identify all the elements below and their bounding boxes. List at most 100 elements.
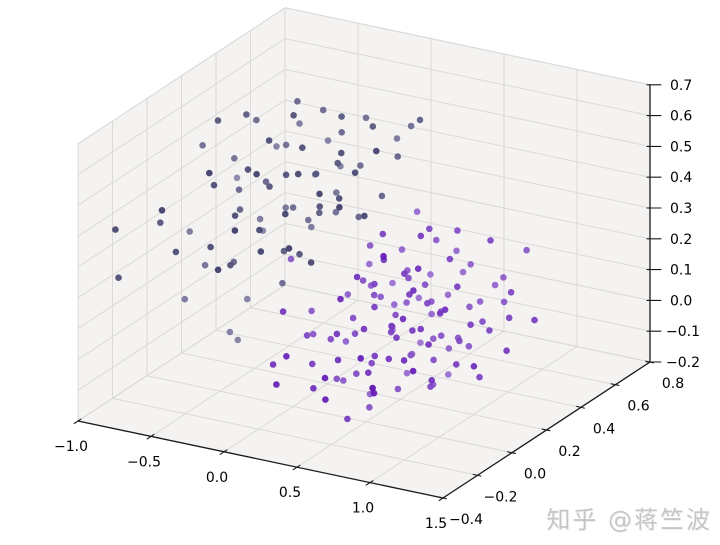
x-axis-line [77, 420, 444, 499]
scatter-point-cluster-purple [321, 374, 329, 382]
scatter-point-cluster-purple [454, 227, 461, 234]
y-tick-mark [438, 496, 447, 500]
scatter-point-cluster-purple [410, 287, 417, 294]
x-tick-label: −0.5 [127, 454, 161, 470]
scatter-point-cluster-dark-navy [369, 123, 377, 130]
scatter-point-cluster-purple [405, 274, 412, 282]
scatter-point-cluster-purple [353, 370, 360, 378]
scatter-point-cluster-dark-navy [316, 190, 323, 198]
scatter-point-cluster-purple [310, 385, 317, 392]
watermark-text: 知乎 @蒋竺波 [546, 506, 712, 534]
scatter-point-cluster-purple [403, 369, 411, 377]
scatter-point-cluster-purple [371, 303, 378, 311]
scatter-point-cluster-purple [409, 327, 416, 334]
scatter-point-cluster-dark-navy [324, 137, 332, 144]
scatter-point-cluster-dark-navy [231, 212, 239, 219]
y-tick-mark [472, 473, 482, 477]
scatter-point-cluster-purple [322, 396, 329, 403]
scatter-point-cluster-purple [403, 299, 410, 306]
scatter-point-cluster-purple [453, 247, 460, 255]
grid-line-z [77, 99, 286, 237]
scatter-point-cluster-dark-navy [362, 114, 370, 122]
y-tick-label: 0.6 [627, 399, 649, 415]
scatter-point-cluster-purple [406, 291, 413, 298]
scatter-point-cluster-purple [400, 357, 408, 364]
scatter-point-cluster-dark-navy [199, 142, 206, 149]
scatter-point-cluster-dark-navy [305, 216, 312, 224]
scatter-point-cluster-dark-navy [282, 171, 290, 179]
scatter-point-cluster-dark-navy [112, 226, 119, 233]
scatter-point-cluster-dark-navy [214, 117, 222, 124]
scatter-point-cluster-dark-navy [296, 120, 303, 127]
scatter-point-cluster-dark-navy [207, 243, 214, 251]
x-tick-label: 0.5 [279, 485, 301, 501]
y-tick-label: 0.2 [558, 444, 580, 460]
z-tick-label: −0.1 [666, 324, 700, 340]
scatter-point-cluster-purple [428, 310, 435, 318]
scatter-point-cluster-purple [398, 246, 406, 253]
scatter-point-cluster-purple [370, 389, 378, 397]
scatter-point-cluster-dark-navy [296, 250, 303, 258]
scatter-point-cluster-dark-navy [243, 111, 250, 118]
scatter-point-cluster-dark-navy [157, 219, 164, 226]
scatter-point-cluster-purple [388, 322, 395, 330]
scatter-point-cluster-dark-navy [262, 178, 270, 185]
scatter-point-cluster-purple [491, 281, 499, 289]
z-tick-label: 0.0 [670, 293, 692, 309]
scatter-point-cluster-purple [349, 314, 357, 322]
grid-line-z [284, 161, 651, 240]
scatter-point-cluster-purple [387, 328, 395, 336]
scatter-point-cluster-dark-navy [282, 141, 290, 149]
scatter-point-cluster-purple [467, 261, 475, 268]
scatter-point-cluster-purple [366, 404, 373, 411]
scatter-point-cluster-dark-navy [235, 186, 243, 193]
scatter-point-cluster-purple [393, 334, 400, 342]
scatter-point-cluster-purple [269, 361, 277, 368]
scatter-point-cluster-purple [427, 271, 434, 278]
scatter-point-cluster-dark-navy [279, 279, 286, 287]
y-tick-label: −0.4 [449, 512, 483, 528]
scatter-point-cluster-purple [342, 338, 350, 345]
scatter-point-cluster-purple [391, 301, 398, 308]
grid-line-y [284, 284, 651, 363]
grid-line-z [284, 130, 651, 209]
scatter-point-cluster-purple [337, 295, 344, 303]
grid-line-y [215, 329, 582, 408]
y-tick-mark [541, 428, 551, 432]
grid-line-z [77, 253, 286, 391]
scatter-point-cluster-dark-navy [282, 210, 289, 218]
scatter-point-cluster-dark-navy [393, 135, 401, 142]
scatter-point-cluster-dark-navy [231, 155, 238, 162]
scatter-point-cluster-purple [430, 335, 437, 343]
x-tick-label: −1.0 [54, 439, 88, 455]
z-tick-label: 0.2 [670, 232, 692, 248]
scatter-point-cluster-dark-navy [280, 247, 288, 255]
scatter-point-cluster-purple [426, 225, 433, 233]
scatter-point-cluster-purple [531, 316, 538, 324]
scatter-point-cluster-purple [333, 375, 341, 383]
x-tick-label: 1.5 [425, 516, 447, 532]
scatter-point-cluster-dark-navy [253, 170, 260, 178]
scatter-point-cluster-purple [334, 356, 342, 364]
scatter-point-cluster-purple [441, 306, 449, 314]
y-tick-label: −0.2 [484, 489, 518, 505]
grid-line-z [284, 253, 651, 332]
scatter-point-cluster-purple [523, 246, 530, 254]
scatter-point-cluster-dark-navy [172, 248, 180, 256]
scatter-point-cluster-purple [465, 343, 473, 350]
scatter-point-cluster-purple [389, 279, 396, 287]
scatter-point-cluster-dark-navy [332, 208, 340, 216]
scatter-point-cluster-purple [414, 265, 422, 273]
scatter-point-cluster-purple [459, 268, 467, 276]
scatter-point-cluster-dark-navy [243, 295, 251, 303]
scatter-point-cluster-dark-navy [373, 147, 380, 155]
scatter-point-cluster-purple [368, 359, 376, 367]
scatter-point-cluster-purple [360, 325, 368, 333]
scatter-point-cluster-purple [453, 361, 460, 368]
grid-line-y [181, 352, 547, 431]
scatter-point-cluster-purple [436, 310, 444, 317]
scatter-point-cluster-purple [466, 303, 473, 311]
scatter-point-cluster-dark-navy [244, 166, 252, 173]
scatter-point-cluster-dark-navy [407, 122, 415, 130]
grid-line-z [77, 192, 286, 330]
